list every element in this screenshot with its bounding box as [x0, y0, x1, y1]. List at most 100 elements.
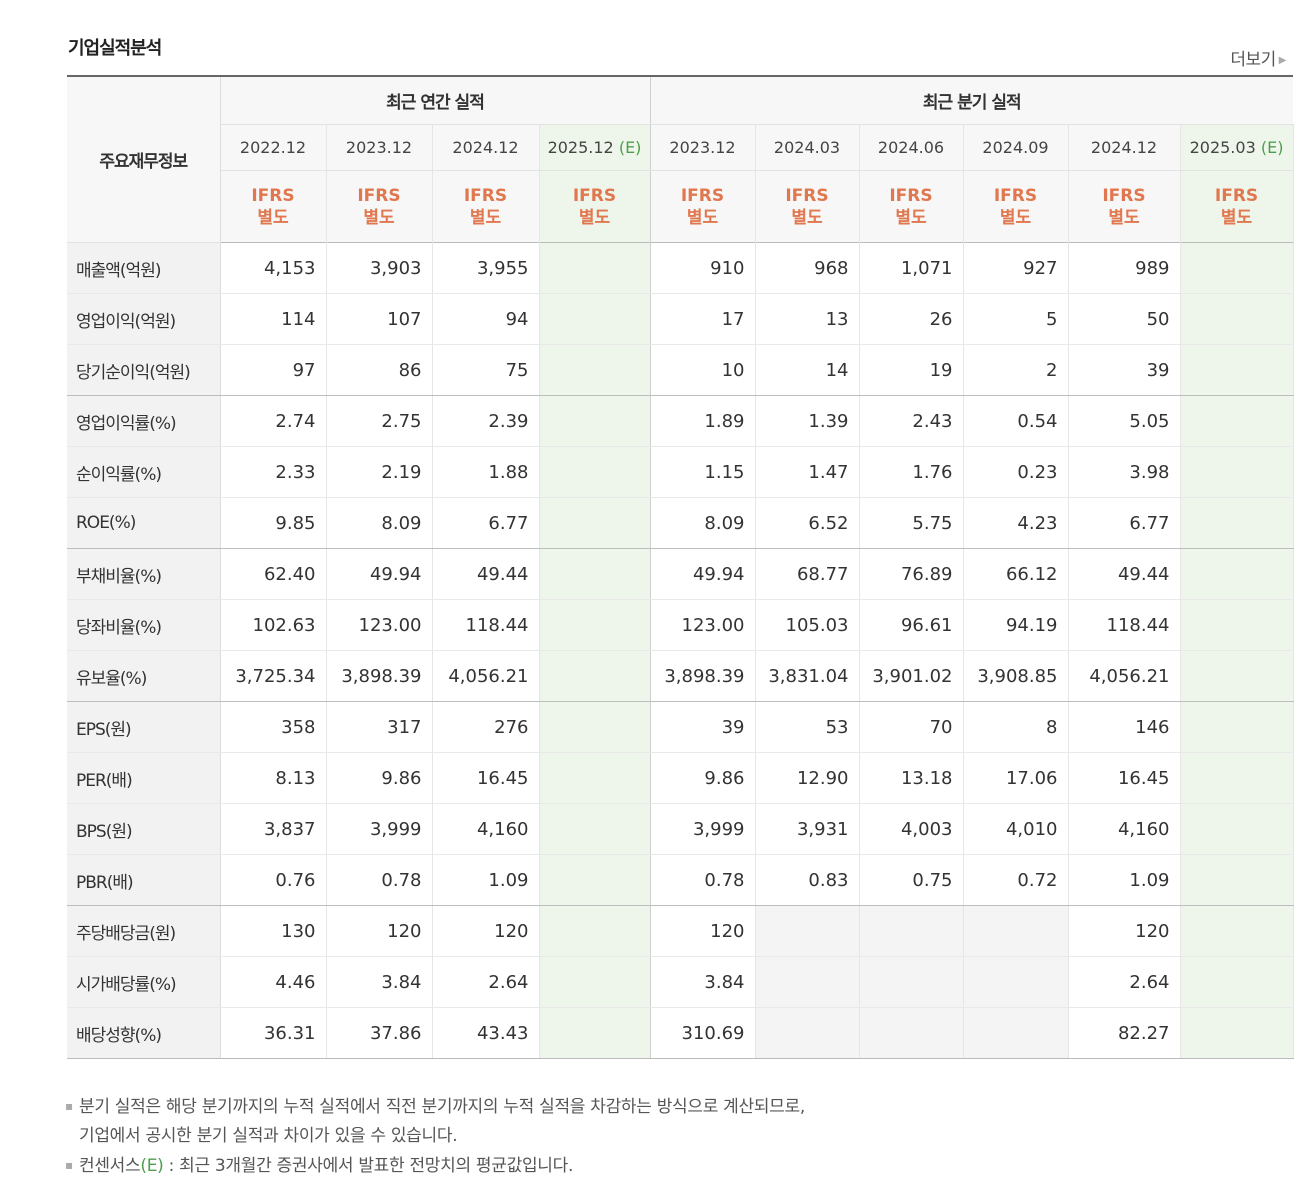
value-cell: 1.89 — [650, 395, 756, 447]
footnotes: ▪ 분기 실적은 해당 분기까지의 누적 실적에서 직전 분기까지의 누적 실적을… — [65, 1092, 805, 1181]
value-cell — [755, 905, 860, 957]
value-cell: 118.44 — [1068, 599, 1181, 651]
value-cell: 94.19 — [963, 599, 1069, 651]
value-cell — [539, 344, 651, 396]
row-label: 부채비율(%) — [67, 548, 221, 600]
value-cell: 49.44 — [432, 548, 540, 600]
row-label: 시가배당률(%) — [67, 956, 221, 1008]
value-cell: 0.54 — [963, 395, 1069, 447]
value-cell: 62.40 — [220, 548, 327, 600]
estimate-mark: (E) — [618, 138, 642, 157]
value-cell: 49.94 — [326, 548, 433, 600]
value-cell: 123.00 — [650, 599, 756, 651]
row-label: 당좌비율(%) — [67, 599, 221, 651]
value-cell: 3,831.04 — [755, 650, 860, 702]
quarter-period-header: 2024.03 — [755, 124, 860, 171]
value-cell: 17 — [650, 293, 756, 345]
value-cell: 39 — [1068, 344, 1181, 396]
table-row: EPS(원) 358 317 276 39 53 70 8 146 — [67, 701, 1294, 753]
accounting-standard: IFRS 별도 — [963, 170, 1069, 243]
value-cell: 276 — [432, 701, 540, 753]
value-cell: 5.75 — [859, 497, 964, 549]
value-cell: 16.45 — [432, 752, 540, 804]
label-column-header: 주요재무정보 — [67, 76, 221, 243]
table-row: ROE(%) 9.85 8.09 6.77 8.09 6.52 5.75 4.23 6.77 — [67, 497, 1294, 549]
value-cell — [539, 446, 651, 498]
value-cell: 0.72 — [963, 854, 1069, 906]
value-cell: 123.00 — [326, 599, 433, 651]
value-cell: 94 — [432, 293, 540, 345]
value-cell: 3,955 — [432, 242, 540, 294]
value-cell: 1.15 — [650, 446, 756, 498]
value-cell: 86 — [326, 344, 433, 396]
value-cell: 105.03 — [755, 599, 860, 651]
value-cell: 14 — [755, 344, 860, 396]
value-cell: 927 — [963, 242, 1069, 294]
value-cell: 13 — [755, 293, 860, 345]
financial-summary-table: 주요재무정보 최근 연간 실적 최근 분기 실적 2022.12 2023.12 2… — [67, 75, 1294, 1059]
quarter-period-header: 2023.12 — [650, 124, 756, 171]
value-cell: 114 — [220, 293, 327, 345]
value-cell — [1180, 242, 1294, 294]
value-cell: 8.09 — [326, 497, 433, 549]
value-cell — [859, 1007, 964, 1059]
row-label: ROE(%) — [67, 497, 221, 549]
value-cell: 50 — [1068, 293, 1181, 345]
value-cell: 3,898.39 — [650, 650, 756, 702]
value-cell: 68.77 — [755, 548, 860, 600]
value-cell: 3,908.85 — [963, 650, 1069, 702]
value-cell — [963, 956, 1069, 1008]
value-cell: 1.76 — [859, 446, 964, 498]
value-cell — [539, 650, 651, 702]
annual-period-header: 2024.12 — [432, 124, 540, 171]
value-cell: 3,837 — [220, 803, 327, 855]
value-cell — [1180, 395, 1294, 447]
quarter-period-header: 2024.09 — [963, 124, 1069, 171]
value-cell: 16.45 — [1068, 752, 1181, 804]
value-cell: 26 — [859, 293, 964, 345]
value-cell — [539, 293, 651, 345]
value-cell — [539, 242, 651, 294]
footnote-1-cont: 기업에서 공시한 분기 실적과 차이가 있을 수 있습니다. — [79, 1126, 458, 1146]
accounting-standard: IFRS 별도 — [220, 170, 327, 243]
row-label: BPS(원) — [67, 803, 221, 855]
value-cell: 36.31 — [220, 1007, 327, 1059]
value-cell: 107 — [326, 293, 433, 345]
value-cell: 8.09 — [650, 497, 756, 549]
table-row: 영업이익률(%) 2.74 2.75 2.39 1.89 1.39 2.43 0.54 5.05 — [67, 395, 1294, 447]
value-cell: 317 — [326, 701, 433, 753]
value-cell: 3.98 — [1068, 446, 1181, 498]
value-cell: 2.19 — [326, 446, 433, 498]
accounting-standard: IFRS 별도 — [1180, 170, 1294, 243]
value-cell: 75 — [432, 344, 540, 396]
value-cell — [1180, 752, 1294, 804]
value-cell: 1.39 — [755, 395, 860, 447]
value-cell: 4,160 — [1068, 803, 1181, 855]
section-title: 기업실적분석 — [68, 38, 162, 59]
row-label: 당기순이익(억원) — [67, 344, 221, 396]
quarter-group-header: 최근 분기 실적 — [650, 76, 1294, 125]
value-cell: 6.77 — [432, 497, 540, 549]
value-cell — [539, 599, 651, 651]
value-cell: 968 — [755, 242, 860, 294]
table-row: 유보율(%) 3,725.34 3,898.39 4,056.21 3,898.39 3,… — [67, 650, 1294, 702]
value-cell: 2.74 — [220, 395, 327, 447]
table-row: 영업이익(억원) 114 107 94 17 13 26 5 50 — [67, 293, 1294, 345]
table-row: 당좌비율(%) 102.63 123.00 118.44 123.00 105.03 96.… — [67, 599, 1294, 651]
accounting-standard: IFRS 별도 — [326, 170, 433, 243]
value-cell: 120 — [650, 905, 756, 957]
value-cell: 989 — [1068, 242, 1181, 294]
value-cell: 3.84 — [326, 956, 433, 1008]
value-cell: 3,725.34 — [220, 650, 327, 702]
value-cell — [1180, 548, 1294, 600]
more-link[interactable]: 더보기 ▶ — [1230, 45, 1286, 70]
value-cell: 910 — [650, 242, 756, 294]
value-cell — [539, 956, 651, 1008]
quarter-period-header: 2024.12 — [1068, 124, 1181, 171]
table-row: 매출액(억원) 4,153 3,903 3,955 910 968 1,071 927 989 — [67, 242, 1294, 294]
value-cell: 3,901.02 — [859, 650, 964, 702]
table-row: BPS(원) 3,837 3,999 4,160 3,999 3,931 4,003 4,01… — [67, 803, 1294, 855]
value-cell: 49.44 — [1068, 548, 1181, 600]
value-cell — [963, 905, 1069, 957]
value-cell: 6.52 — [755, 497, 860, 549]
